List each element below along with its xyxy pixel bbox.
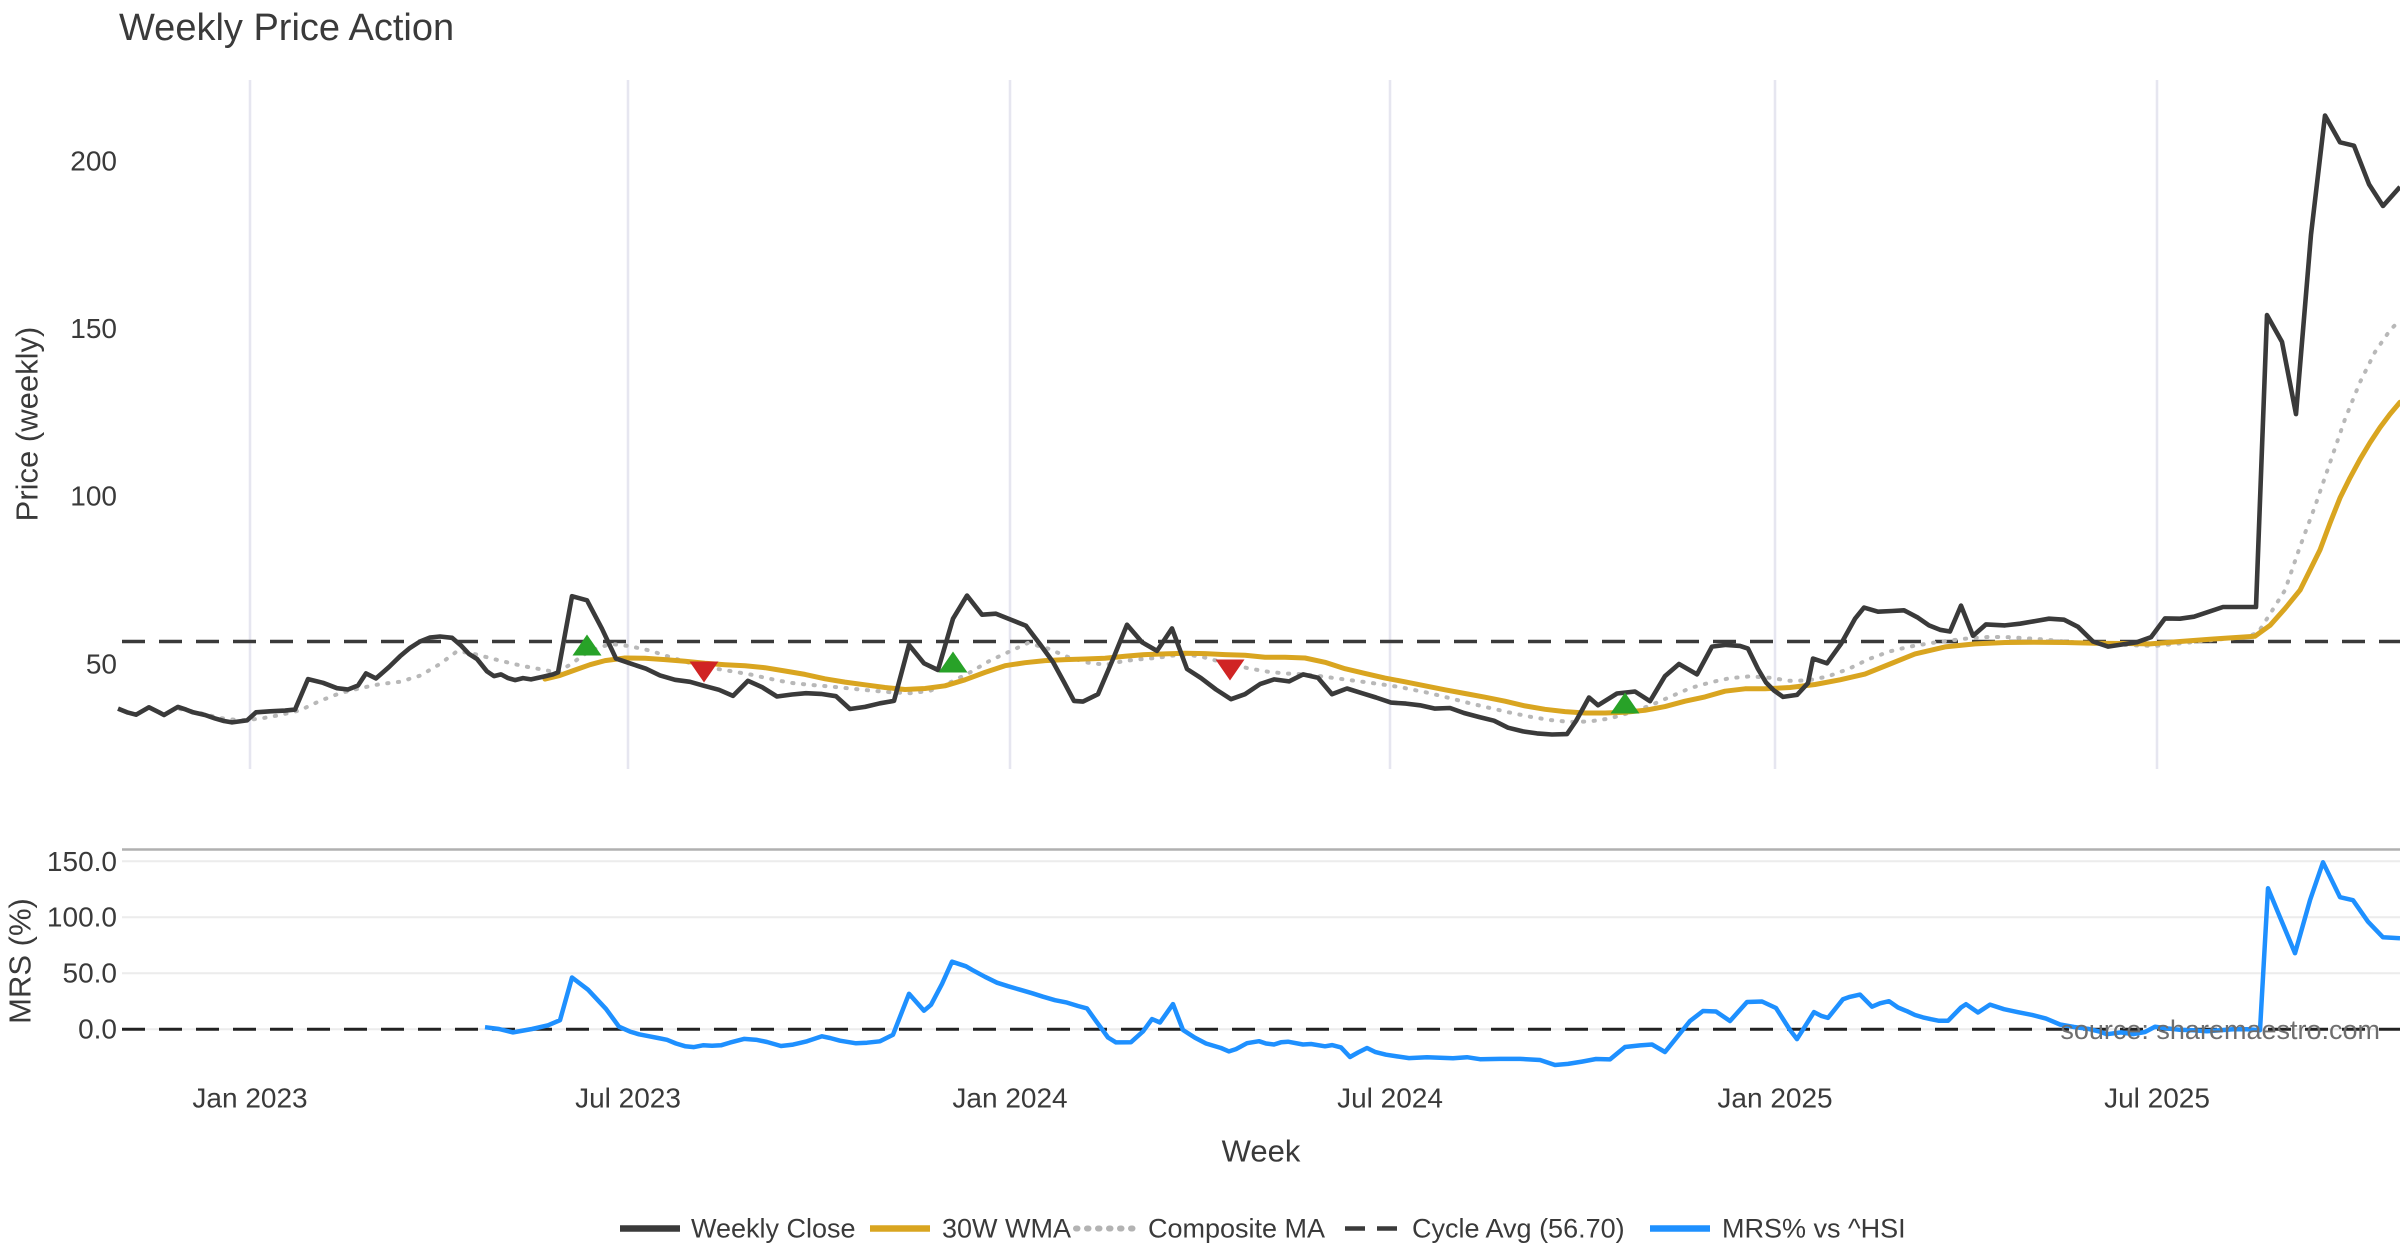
svg-text:Cycle Avg (56.70): Cycle Avg (56.70) [1412,1214,1625,1244]
svg-text:source: sharemaestro.com: source: sharemaestro.com [2060,1015,2380,1045]
svg-text:100.0: 100.0 [47,902,117,933]
svg-text:MRS% vs ^HSI: MRS% vs ^HSI [1722,1214,1906,1244]
svg-text:Weekly Close: Weekly Close [691,1214,856,1244]
svg-text:Price (weekly): Price (weekly) [10,327,45,522]
svg-text:150.0: 150.0 [47,846,117,877]
svg-text:100: 100 [70,481,117,512]
svg-text:0.0: 0.0 [78,1014,117,1045]
svg-text:150: 150 [70,313,117,344]
svg-text:Jul 2023: Jul 2023 [575,1083,681,1114]
svg-text:MRS (%): MRS (%) [3,898,38,1024]
svg-text:Jan 2024: Jan 2024 [952,1083,1067,1114]
svg-text:Weekly Price Action: Weekly Price Action [119,7,454,49]
svg-text:200: 200 [70,145,117,176]
svg-text:Week: Week [1222,1134,1301,1169]
svg-text:Jan 2025: Jan 2025 [1717,1083,1832,1114]
svg-text:Jan 2023: Jan 2023 [192,1083,307,1114]
svg-text:Composite MA: Composite MA [1148,1214,1325,1244]
svg-text:30W WMA: 30W WMA [942,1214,1071,1244]
svg-text:Jul 2025: Jul 2025 [2104,1083,2210,1114]
svg-text:Jul 2024: Jul 2024 [1337,1083,1443,1114]
svg-text:50.0: 50.0 [63,958,118,989]
svg-text:50: 50 [86,649,117,680]
